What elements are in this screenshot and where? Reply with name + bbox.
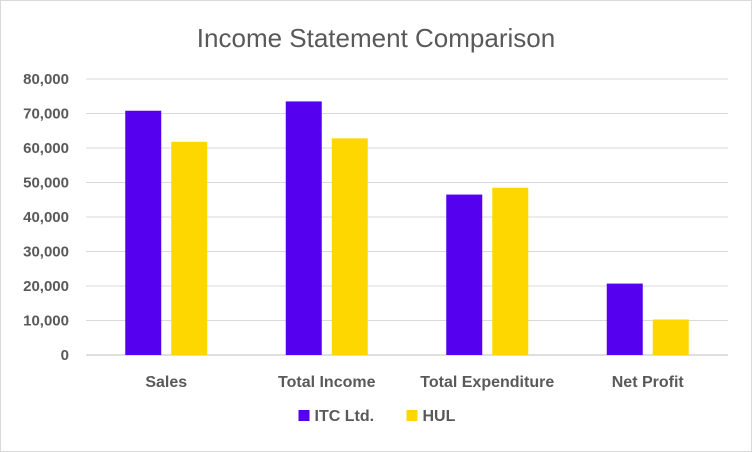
y-tick-label: 20,000 [23,278,69,295]
y-tick-label: 10,000 [23,313,69,330]
bar [652,319,689,355]
bar [125,110,162,356]
bar-layer [125,101,689,356]
legend: ITC Ltd. HUL [298,408,456,425]
y-tick-label: 40,000 [23,209,69,226]
bar [606,283,643,355]
bar [171,141,208,355]
y-tick-label: 0 [61,347,69,364]
y-tick-label: 60,000 [23,140,69,157]
legend-item: HUL [406,408,456,425]
y-tick-label: 30,000 [23,244,69,261]
bar [446,194,483,355]
legend-label: ITC Ltd. [315,408,375,425]
y-tick-label: 70,000 [23,106,69,123]
bar [492,187,529,355]
y-tick-label: 80,000 [23,71,69,88]
legend-swatch [406,410,418,421]
legend-label: HUL [423,408,456,425]
chart-title: Income Statement Comparison [197,23,555,53]
y-tick-label: 50,000 [23,175,69,192]
y-axis-ticks: 0 10,000 20,000 30,000 40,000 50,000 60,000 70,… [23,71,69,364]
x-category-label: Total Income [278,374,376,391]
bar [285,101,322,355]
legend-swatch [298,410,310,421]
bar [331,138,368,355]
legend-item: ITC Ltd. [298,408,375,425]
x-category-label: Total Expenditure [420,374,554,391]
x-axis-categories: Sales Total Income Total Expenditure Net Pr… [145,374,684,391]
x-category-label: Sales [145,374,187,391]
x-category-label: Net Profit [612,374,685,391]
